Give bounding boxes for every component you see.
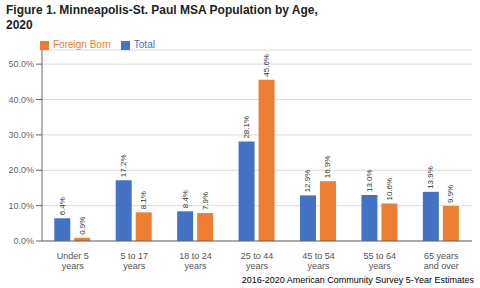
svg-text:13.0%: 13.0% [365,169,374,192]
svg-text:55 to 64years: 55 to 64years [364,251,397,271]
svg-text:40.0%: 40.0% [8,95,34,105]
svg-text:10.0%: 10.0% [8,201,34,211]
svg-text:50.0%: 50.0% [8,59,34,69]
svg-text:8.4%: 8.4% [181,190,190,208]
svg-text:10.6%: 10.6% [385,178,394,201]
svg-text:16.9%: 16.9% [324,156,333,179]
svg-text:20.0%: 20.0% [8,165,34,175]
svg-text:13.9%: 13.9% [426,166,435,189]
svg-text:28.1%: 28.1% [242,116,251,139]
html-text:Foreign Born: Foreign Born [53,39,111,50]
html-text:Figure 1. Minneapolis-St. Paul: Figure 1. Minneapolis-St. Paul MSA Popul… [6,3,318,17]
svg-text:65 yearsand over: 65 yearsand over [424,251,459,271]
svg-text:9.9%: 9.9% [446,185,455,203]
html-text:2016-2020 American Community S: 2016-2020 American Community Survey 5-Ye… [241,275,474,285]
svg-text:8.1%: 8.1% [139,191,148,209]
svg-text:45 to 54years: 45 to 54years [302,251,335,271]
svg-text:0.0%: 0.0% [13,236,34,246]
svg-text:7.9%: 7.9% [201,192,210,210]
html-text:2020: 2020 [6,18,33,32]
svg-text:45.6%: 45.6% [262,54,271,77]
svg-text:17.2%: 17.2% [119,154,128,177]
html-text:Total: Total [133,39,155,50]
svg-text:6.4%: 6.4% [58,197,67,215]
svg-text:30.0%: 30.0% [8,130,34,140]
svg-text:18 to 24years: 18 to 24years [179,251,212,271]
svg-text:Under 5years: Under 5years [57,251,89,271]
svg-text:0.9%: 0.9% [78,217,87,235]
svg-text:25 to 44years: 25 to 44years [241,251,274,271]
svg-text:5 to 17years: 5 to 17years [120,251,148,271]
svg-text:12.9%: 12.9% [304,170,313,193]
